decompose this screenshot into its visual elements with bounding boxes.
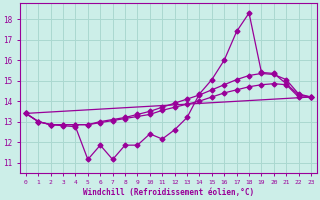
X-axis label: Windchill (Refroidissement éolien,°C): Windchill (Refroidissement éolien,°C) (83, 188, 254, 197)
